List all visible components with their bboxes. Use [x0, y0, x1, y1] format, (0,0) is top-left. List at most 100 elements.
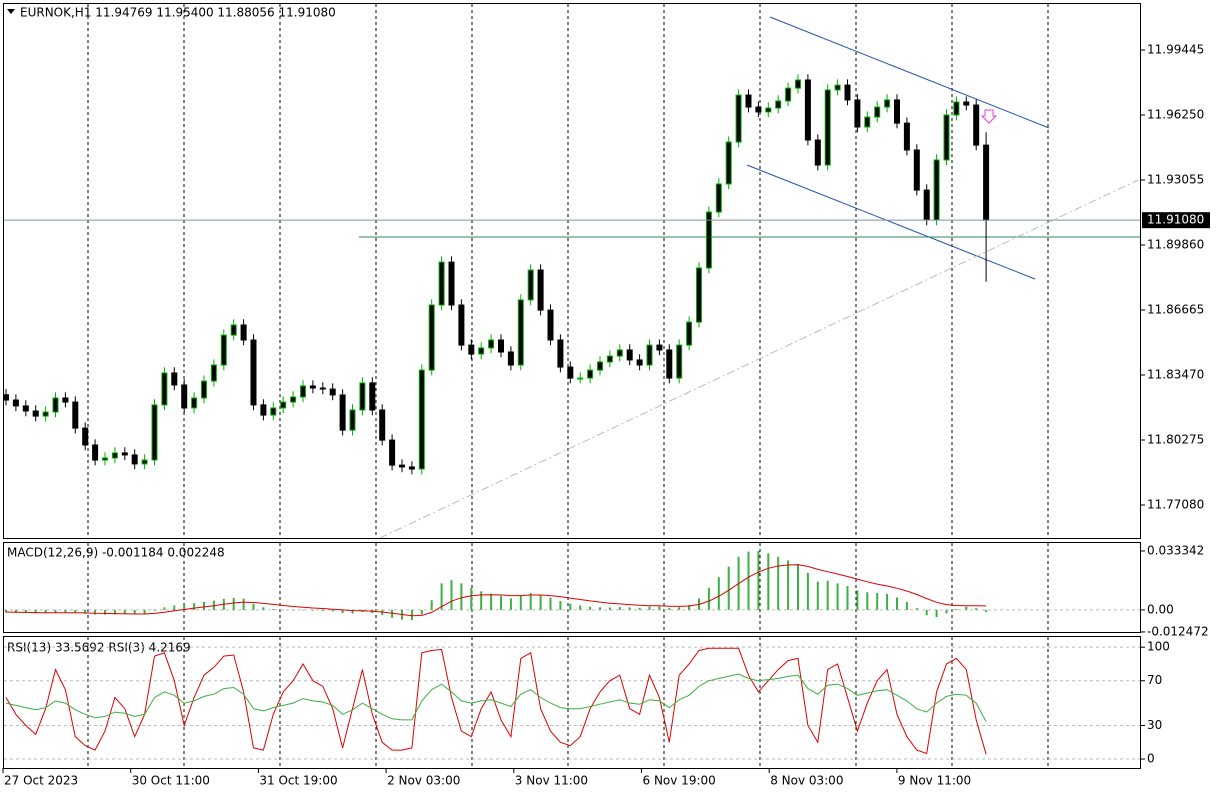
macd-bar [816, 581, 819, 610]
candle-body [725, 141, 732, 185]
macd-bar [302, 609, 304, 611]
macd-bar [54, 609, 57, 613]
macd-bar [539, 594, 542, 610]
macd-bar [549, 597, 552, 610]
macd-bar [480, 591, 483, 610]
candle-body [171, 372, 178, 386]
menu-triangle[interactable] [7, 9, 15, 14]
candle-body [705, 211, 712, 269]
last-price-box [1142, 212, 1210, 229]
candle-body [587, 369, 594, 379]
x-tick-label: 9 Nov 11:00 [898, 774, 971, 788]
candle-body [537, 269, 544, 311]
macd-bar [797, 563, 799, 610]
candle-body [280, 401, 287, 409]
macd-bar [351, 609, 354, 614]
macd-bar [806, 572, 809, 610]
macd-bar [509, 598, 512, 610]
macd-bar [886, 593, 889, 610]
candle-body [844, 84, 851, 101]
macd-bar [14, 609, 17, 613]
candle-body [666, 349, 673, 379]
macd-bar [311, 609, 314, 611]
candle-body [597, 361, 603, 371]
candle-body [507, 351, 514, 366]
drawings [359, 16, 1141, 539]
candle-body [943, 114, 950, 161]
candle-body [894, 99, 900, 124]
macd-bar [896, 597, 898, 610]
channel-lower [746, 164, 1036, 280]
macd-bar [767, 553, 770, 610]
macd-bar [965, 606, 968, 610]
candle-body [32, 410, 39, 417]
macd-title: MACD(12,26,9) -0.001184 0.002248 [7, 546, 225, 560]
macd-bar [955, 609, 958, 610]
macd-bar [975, 608, 978, 610]
macd-bar [856, 590, 859, 610]
macd-bar [559, 601, 562, 610]
main-frame [3, 3, 1141, 539]
macd-bar [133, 609, 136, 615]
macd-bar [787, 560, 790, 610]
y-tick-label: 11.77080 [1147, 498, 1204, 512]
candle-body [62, 397, 69, 403]
candle-body [379, 409, 386, 441]
macd-bar [915, 608, 918, 610]
candle-body [854, 99, 861, 128]
macd-bar [668, 608, 671, 610]
macd-bar [500, 595, 502, 610]
macd-bar [420, 609, 423, 615]
macd-bar [688, 604, 691, 610]
candle-body [250, 339, 257, 406]
sell-arrow [980, 109, 998, 124]
macd-bar [579, 605, 582, 610]
macd-bar [232, 597, 235, 610]
candle-body [874, 106, 881, 118]
candle-body [745, 94, 752, 108]
candle-body [369, 382, 376, 411]
candle-body [755, 106, 762, 113]
y-tick-label: 11.80275 [1147, 433, 1204, 447]
macd-bar [846, 586, 849, 610]
macd-bar [589, 606, 592, 610]
y-tick-label: 30 [1147, 718, 1162, 732]
macd-bar [707, 587, 710, 610]
macd-bar [203, 601, 205, 610]
candle-body [399, 464, 405, 468]
macd-bar [658, 606, 661, 610]
signal-line [5, 564, 987, 617]
candle-body [814, 139, 821, 166]
macd-bar [173, 605, 176, 610]
macd-bar [905, 601, 908, 610]
x-tick-label: 27 Oct 2023 [4, 774, 78, 788]
macd-bar [113, 609, 116, 615]
candle-body [785, 87, 792, 102]
macd-bar [193, 603, 196, 610]
macd-bar [925, 609, 928, 616]
macd-bar [777, 556, 780, 610]
candle-body [963, 101, 970, 106]
candle-body [577, 377, 584, 380]
macd-bar [717, 577, 720, 610]
macd-bar [935, 609, 938, 617]
candle-body [161, 372, 168, 406]
macd-bar [64, 609, 67, 613]
y-tick-label: 11.93055 [1147, 172, 1204, 186]
macd-bar [727, 566, 730, 610]
macd-bar [945, 609, 948, 614]
candle-body [121, 452, 128, 456]
candle-body [359, 382, 366, 411]
candle-body [339, 394, 346, 431]
y-tick-label: 11.89860 [1147, 237, 1204, 251]
x-tick-label: 31 Oct 19:00 [259, 774, 337, 788]
macd-bar [183, 604, 186, 610]
y-tick-label: 0 [1147, 752, 1155, 766]
candle-body [438, 261, 445, 306]
candle-body [933, 159, 940, 221]
candle-body [735, 94, 742, 143]
candle-body [478, 347, 485, 355]
candle-body [567, 366, 574, 379]
candle-body [676, 344, 683, 379]
macd-bar [678, 607, 681, 610]
